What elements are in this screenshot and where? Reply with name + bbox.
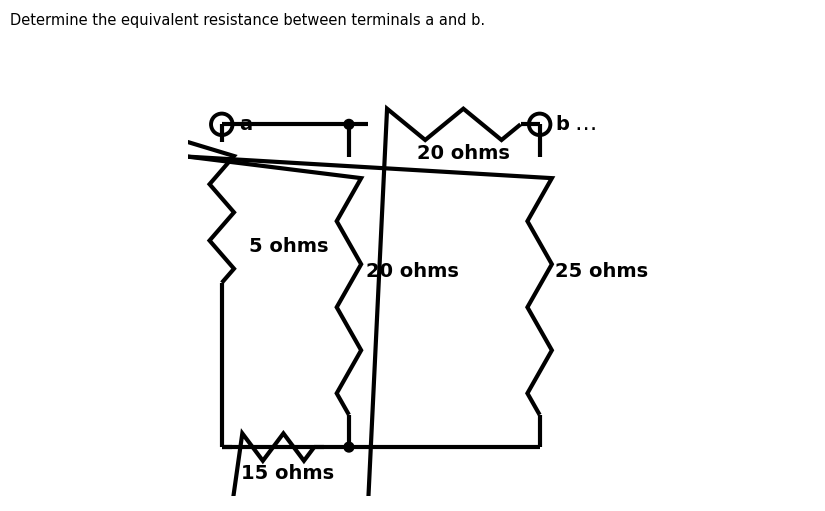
Text: …: … [574, 114, 596, 134]
Circle shape [344, 442, 354, 452]
Text: a: a [239, 115, 252, 134]
Text: b: b [555, 115, 569, 134]
Text: 25 ohms: 25 ohms [555, 262, 648, 281]
Circle shape [344, 120, 354, 129]
Text: Determine the equivalent resistance between terminals a and b.: Determine the equivalent resistance betw… [10, 13, 485, 28]
Text: 20 ohms: 20 ohms [417, 144, 511, 163]
Text: 5 ohms: 5 ohms [248, 237, 328, 256]
Text: 15 ohms: 15 ohms [242, 464, 334, 483]
Text: 20 ohms: 20 ohms [366, 262, 459, 281]
